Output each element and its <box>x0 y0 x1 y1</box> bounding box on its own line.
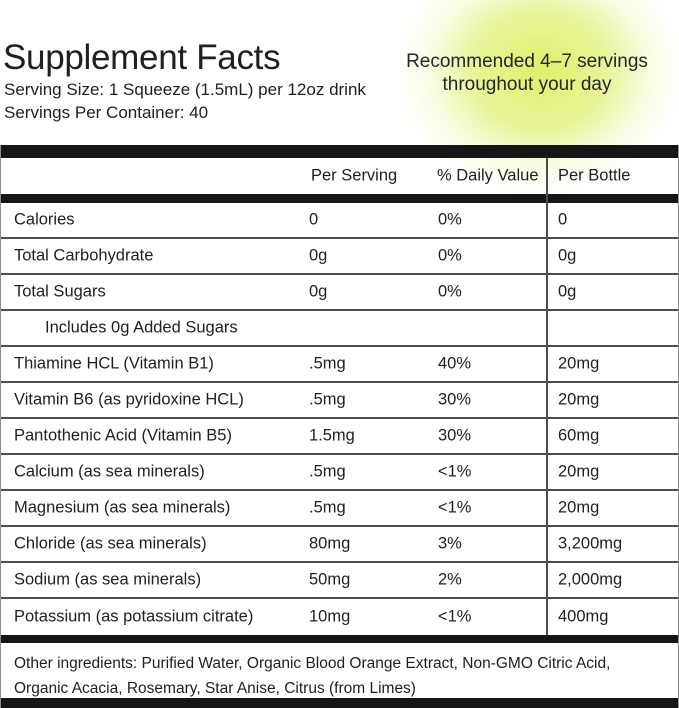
daily-value-percent: <1% <box>438 607 472 626</box>
table-body: Calories 0 0% 0 Total Carbohydrate 0g 0%… <box>1 203 678 635</box>
per-bottle-value: 20mg <box>558 390 600 409</box>
daily-value-percent: 0% <box>438 282 462 301</box>
page-title: Supplement Facts <box>3 38 281 77</box>
table-row: Magnesium (as sea minerals) .5mg <1% 20m… <box>1 491 678 527</box>
nutrient-name: Total Sugars <box>14 282 106 301</box>
per-bottle-value: 3,200mg <box>558 534 623 553</box>
header-divider-bar <box>1 194 678 203</box>
footer-divider-bar <box>1 635 678 643</box>
table-row: Pantothenic Acid (Vitamin B5) 1.5mg 30% … <box>1 419 678 455</box>
table-header-row: Per Serving % Daily Value Per Bottle <box>1 158 678 194</box>
nutrient-name: Includes 0g Added Sugars <box>45 318 238 337</box>
nutrient-name: Thiamine HCL (Vitamin B1) <box>14 354 214 373</box>
other-ingredients-section: Other ingredients: Purified Water, Organ… <box>1 643 678 698</box>
daily-value-percent: 3% <box>438 534 462 553</box>
table-row: Vitamin B6 (as pyridoxine HCL) .5mg 30% … <box>1 383 678 419</box>
per-bottle-column-divider <box>546 158 548 635</box>
table-row: Calcium (as sea minerals) .5mg <1% 20mg <box>1 455 678 491</box>
per-bottle-value: 0 <box>558 210 568 229</box>
nutrient-name: Magnesium (as sea minerals) <box>14 498 231 517</box>
nutrient-name: Pantothenic Acid (Vitamin B5) <box>14 426 232 445</box>
recommendation-line-1: Recommended 4–7 servings <box>406 51 648 72</box>
daily-value-percent: <1% <box>438 498 472 517</box>
bottom-divider-bar <box>1 698 678 708</box>
table-row: Thiamine HCL (Vitamin B1) .5mg 40% 20mg <box>1 347 678 383</box>
per-bottle-value: 0g <box>558 282 577 301</box>
supplement-table: Per Serving % Daily Value Per Bottle Cal… <box>0 145 679 708</box>
per-serving-value: 0g <box>309 282 328 301</box>
per-bottle-value: 400mg <box>558 607 609 626</box>
per-bottle-value: 20mg <box>558 354 600 373</box>
per-serving-value: .5mg <box>309 462 346 481</box>
servings-per-container-text: Servings Per Container: 40 <box>4 103 209 122</box>
top-divider-bar <box>1 145 678 158</box>
per-serving-value: 80mg <box>309 534 351 553</box>
per-bottle-value: 60mg <box>558 426 600 445</box>
daily-value-percent: 30% <box>438 390 472 409</box>
daily-value-percent: 0% <box>438 246 462 265</box>
recommendation-text: Recommended 4–7 servings throughout your… <box>377 50 677 96</box>
nutrient-name: Calcium (as sea minerals) <box>14 462 205 481</box>
table-row: Total Sugars 0g 0% 0g <box>1 275 678 311</box>
nutrient-name: Sodium (as sea minerals) <box>14 570 202 589</box>
per-serving-value: 50mg <box>309 570 351 589</box>
table-row: Total Carbohydrate 0g 0% 0g <box>1 239 678 275</box>
nutrient-name: Calories <box>14 210 75 229</box>
other-ingredients-text: Other ingredients: Purified Water, Organ… <box>14 655 611 697</box>
table-row: Sodium (as sea minerals) 50mg 2% 2,000mg <box>1 563 678 599</box>
daily-value-percent: 40% <box>438 354 472 373</box>
per-serving-value: 1.5mg <box>309 426 355 445</box>
per-bottle-value: 0g <box>558 246 577 265</box>
daily-value-percent: 2% <box>438 570 462 589</box>
nutrient-name: Total Carbohydrate <box>14 246 154 265</box>
per-serving-value: 10mg <box>309 607 351 626</box>
table-row: Includes 0g Added Sugars <box>1 311 678 347</box>
per-serving-value: 0 <box>309 210 319 229</box>
daily-value-percent: 30% <box>438 426 472 445</box>
column-header-daily-value: % Daily Value <box>437 166 539 185</box>
nutrient-name: Chloride (as sea minerals) <box>14 534 207 553</box>
table-row: Calories 0 0% 0 <box>1 203 678 239</box>
table-row: Chloride (as sea minerals) 80mg 3% 3,200… <box>1 527 678 563</box>
per-bottle-value: 20mg <box>558 498 600 517</box>
per-serving-value: .5mg <box>309 498 346 517</box>
per-serving-value: .5mg <box>309 390 346 409</box>
recommendation-line-2: throughout your day <box>442 74 612 95</box>
column-header-per-serving: Per Serving <box>311 166 398 185</box>
serving-size-text: Serving Size: 1 Squeeze (1.5mL) per 12oz… <box>4 80 366 99</box>
daily-value-percent: <1% <box>438 462 472 481</box>
nutrient-name: Potassium (as potassium citrate) <box>14 607 254 626</box>
per-serving-value: 0g <box>309 246 328 265</box>
per-serving-value: .5mg <box>309 354 346 373</box>
per-bottle-value: 20mg <box>558 462 600 481</box>
daily-value-percent: 0% <box>438 210 462 229</box>
column-header-per-bottle: Per Bottle <box>558 166 631 185</box>
table-row: Potassium (as potassium citrate) 10mg <1… <box>1 599 678 635</box>
per-bottle-value: 2,000mg <box>558 570 623 589</box>
serving-info: Serving Size: 1 Squeeze (1.5mL) per 12oz… <box>4 78 366 124</box>
nutrient-name: Vitamin B6 (as pyridoxine HCL) <box>14 390 244 409</box>
